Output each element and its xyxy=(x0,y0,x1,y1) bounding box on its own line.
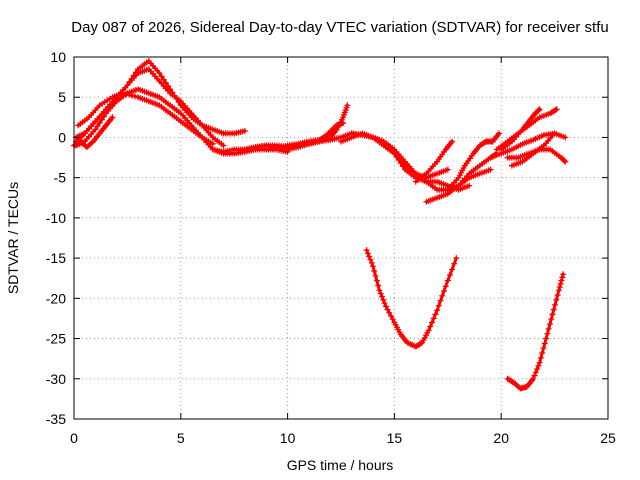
y-axis-label: SDTVAR / TECUs xyxy=(5,182,21,294)
y-tick-label: 10 xyxy=(50,49,66,65)
y-tick-label: -30 xyxy=(46,371,66,387)
data-series xyxy=(71,58,569,392)
y-tick-label: -5 xyxy=(54,170,67,186)
y-tick-label: -35 xyxy=(46,411,66,427)
y-tick-label: 5 xyxy=(58,89,66,105)
y-tick-label: -25 xyxy=(46,331,66,347)
series-track-17 xyxy=(498,106,543,153)
axis-ticks: 0 5 10 15 20 25 10 5 0 -5 -10 -15 -20 -25 -30 -35 xyxy=(46,49,616,446)
x-tick-label: 15 xyxy=(387,430,403,446)
series-track-3 xyxy=(73,66,227,149)
series-points xyxy=(363,247,460,350)
chart-title: Day 087 of 2026, Sidereal Day-to-day VTE… xyxy=(71,19,608,36)
series-track-4 xyxy=(75,90,216,147)
plot-frame xyxy=(73,56,609,420)
x-tick-label: 0 xyxy=(70,430,78,446)
x-tick-label: 20 xyxy=(493,430,509,446)
y-tick-label: 0 xyxy=(58,129,66,145)
series-track-21 xyxy=(504,271,567,392)
x-tick-label: 10 xyxy=(280,430,296,446)
y-tick-label: -15 xyxy=(46,250,66,266)
x-tick-label: 25 xyxy=(600,430,616,446)
series-track-11 xyxy=(370,134,494,193)
series-points xyxy=(487,130,569,161)
series-track-20 xyxy=(363,247,460,350)
y-tick-label: -10 xyxy=(46,210,66,226)
series-track-19 xyxy=(508,130,558,169)
series-track-14 xyxy=(444,130,503,193)
series-track-8 xyxy=(263,120,347,153)
series-points xyxy=(504,271,567,392)
series-points xyxy=(75,90,216,147)
series-points xyxy=(498,106,543,153)
series-points xyxy=(412,138,456,185)
series-points xyxy=(444,130,503,193)
series-line xyxy=(365,248,458,349)
y-tick-label: -20 xyxy=(46,290,66,306)
series-points xyxy=(263,120,347,153)
x-axis-label: GPS time / hours xyxy=(287,457,394,473)
x-tick-label: 5 xyxy=(177,430,185,446)
series-points xyxy=(508,130,558,169)
series-track-12 xyxy=(412,138,456,185)
grid-lines xyxy=(74,57,608,419)
